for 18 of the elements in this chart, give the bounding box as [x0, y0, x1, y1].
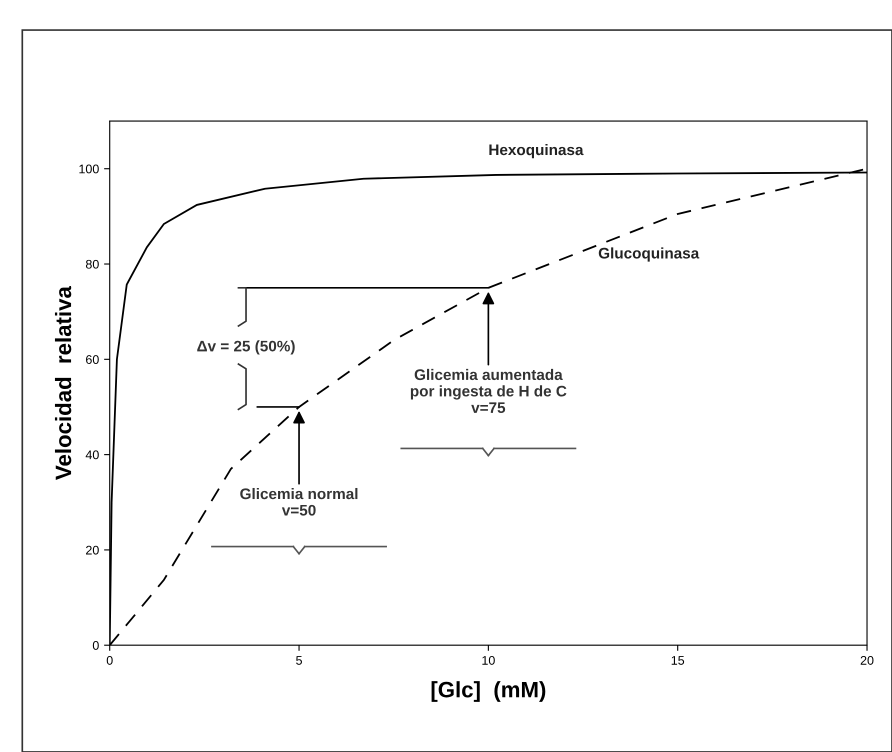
x-tick-label: 0 [106, 656, 113, 665]
x-tick-label: 5 [296, 656, 302, 665]
y-axis-title: Velocidad relativa [54, 286, 72, 480]
y-tick-label: 80 [86, 260, 99, 269]
series-label: Hexoquinasa [489, 144, 584, 158]
annotation: Glicemia normal v=50 [240, 488, 358, 516]
y-tick-label: 40 [86, 450, 99, 460]
x-tick-label: 20 [860, 656, 874, 665]
series-label: Glucoquinasa [598, 247, 700, 262]
y-tick-label: 60 [86, 355, 99, 364]
annotation: Δv = 25 (50%) [197, 340, 295, 355]
annotation: Glicemia aumentada por ingesta de H de C v=75 [410, 368, 566, 414]
x-tick-label: 15 [672, 656, 684, 665]
x-axis-title: [Glc] (mM) [432, 681, 546, 702]
y-tick-label: 0 [92, 641, 99, 650]
y-tick-label: 20 [86, 546, 99, 555]
x-tick-label: 10 [482, 656, 495, 665]
y-tick-label: 100 [79, 164, 99, 174]
